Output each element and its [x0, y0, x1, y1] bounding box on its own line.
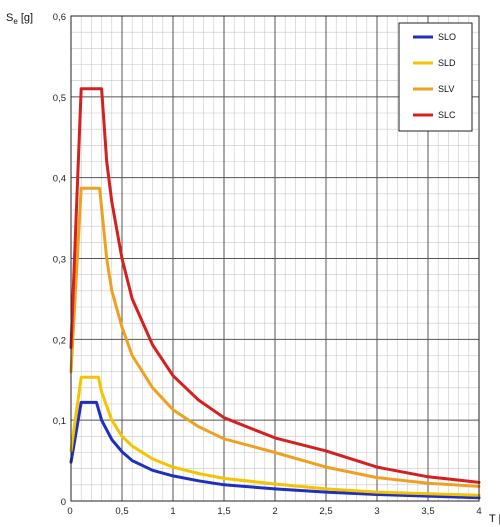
tick-labels: 0 0,5 1 1,5 2 2,5 3 3,5 4 0 0,1 0,2 0,3 0,4 0,5 0,6	[53, 12, 482, 517]
legend-label-slo: SLO	[438, 32, 456, 42]
x-tick-label: 1	[170, 506, 175, 517]
y-tick-label: 0,4	[53, 174, 66, 185]
legend-label-sld: SLD	[438, 58, 456, 68]
legend-label-slv: SLV	[438, 84, 454, 94]
grid	[70, 15, 480, 502]
series-line-slc	[69, 87, 481, 484]
x-tick-label: 3,5	[421, 506, 434, 517]
x-tick-label: 1,5	[217, 506, 230, 517]
y-tick-label: 0	[61, 497, 66, 508]
y-tick-label: 0,1	[53, 416, 66, 427]
series-line-slo	[69, 400, 481, 500]
legend-box	[398, 22, 473, 132]
series-line-slv	[69, 186, 481, 488]
y-tick-label: 0,2	[53, 335, 66, 346]
x-tick-label: 3	[374, 506, 379, 517]
series-line-sld	[69, 375, 481, 497]
x-axis-label: T [	[489, 513, 500, 525]
x-tick-label: 0	[67, 506, 72, 517]
plot-frame	[70, 15, 480, 502]
y-tick-label: 0,3	[53, 255, 66, 266]
legend-label-slc: SLC	[438, 110, 456, 120]
x-tick-label: 4	[476, 506, 481, 517]
series-layer	[69, 87, 481, 500]
y-tick-label: 0,6	[53, 12, 66, 23]
x-tick-label: 2	[272, 506, 277, 517]
legend: SLO SLD SLV SLC	[398, 22, 473, 132]
y-tick-label: 0,5	[53, 93, 66, 104]
x-tick-label: 0,5	[115, 506, 128, 517]
y-axis-label: Se [g]	[6, 12, 33, 26]
x-tick-label: 2,5	[319, 506, 332, 517]
